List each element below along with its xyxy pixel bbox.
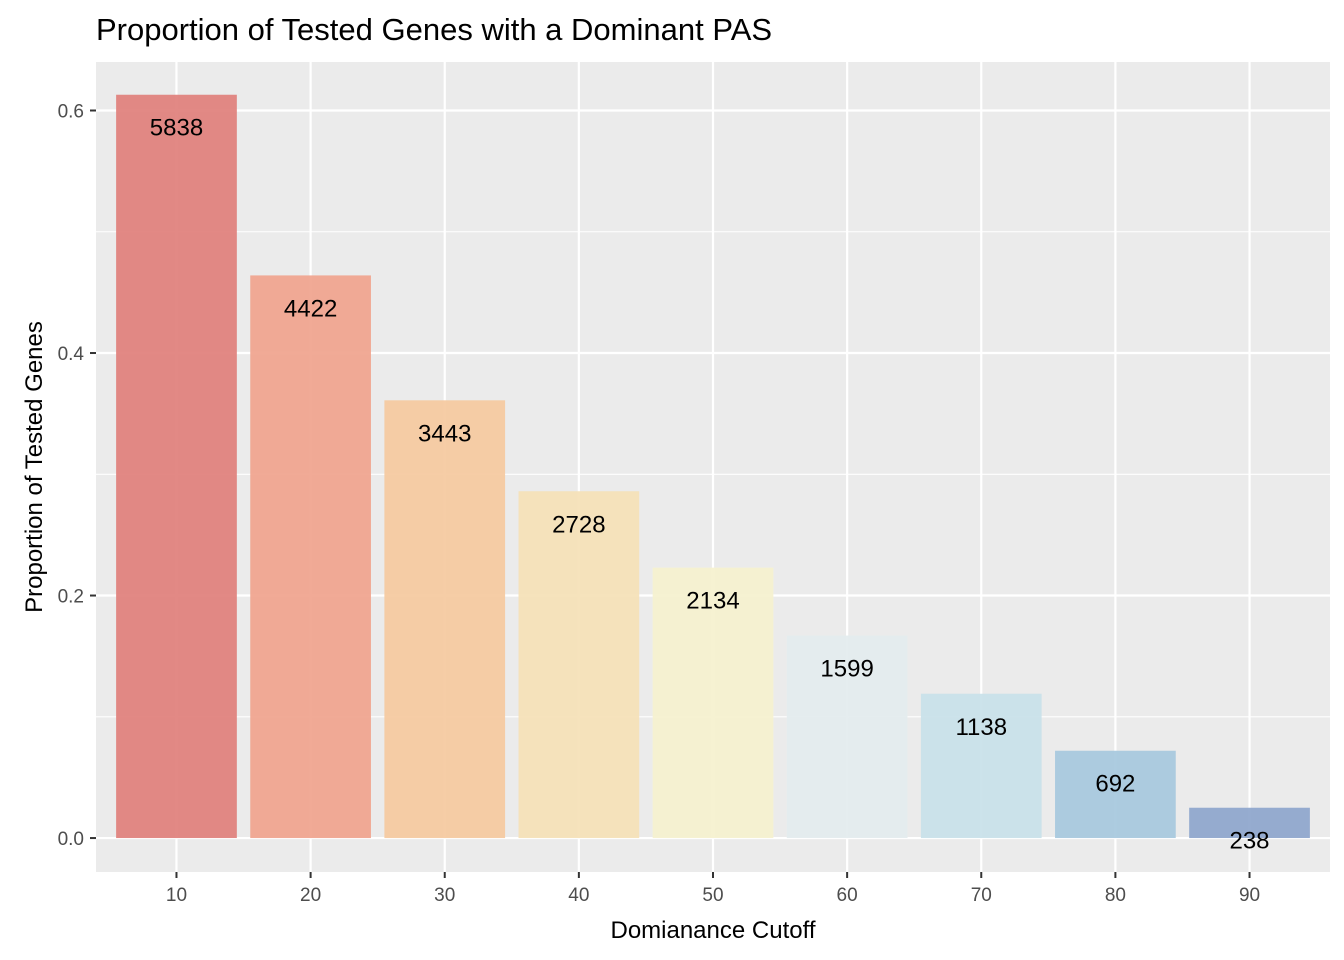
x-axis: 10 20 30 40 50 60 70 80 90 [166,872,1260,906]
bar-value-label: 2728 [552,511,605,538]
bar [518,491,640,839]
bar-value-label: 4422 [284,295,337,322]
bar [1055,750,1176,839]
bar-value-label: 1599 [820,656,873,683]
bar [652,567,774,839]
x-tick-label: 20 [300,885,321,906]
bars [116,94,1310,839]
x-tick-label: 30 [434,885,455,906]
x-tick-label: 80 [1105,885,1126,906]
y-tick-label: 0.4 [58,344,85,365]
y-axis: 0.0 0.2 0.4 0.6 [58,102,96,850]
bar [250,275,371,839]
bar [116,94,237,839]
x-tick-label: 10 [166,885,187,906]
x-tick-label: 70 [971,885,992,906]
bar-value-label: 3443 [418,420,471,447]
bar-value-label: 1138 [955,714,1007,741]
y-tick-label: 0.2 [58,587,84,608]
x-axis-title: Domianance Cutoff [610,917,815,944]
bar [786,635,908,839]
bar [384,400,506,839]
y-tick-label: 0.6 [58,102,84,123]
x-tick-label: 40 [568,885,589,906]
bar-value-label: 2134 [686,588,739,615]
bar-value-label: 238 [1229,828,1269,855]
x-tick-label: 50 [702,885,723,906]
x-tick-label: 90 [1239,885,1260,906]
y-axis-title: Proportion of Tested Genes [21,321,48,613]
chart-title: Proportion of Tested Genes with a Domina… [96,12,772,47]
bar-value-label: 692 [1095,771,1135,798]
bar [1189,807,1310,839]
bar-labels: 5838 4422 3443 2728 2134 1599 1138 692 238 [150,115,1270,855]
x-tick-label: 60 [837,885,858,906]
y-tick-label: 0.0 [58,829,84,850]
bar [920,693,1042,839]
bar-value-label: 5838 [150,115,203,142]
